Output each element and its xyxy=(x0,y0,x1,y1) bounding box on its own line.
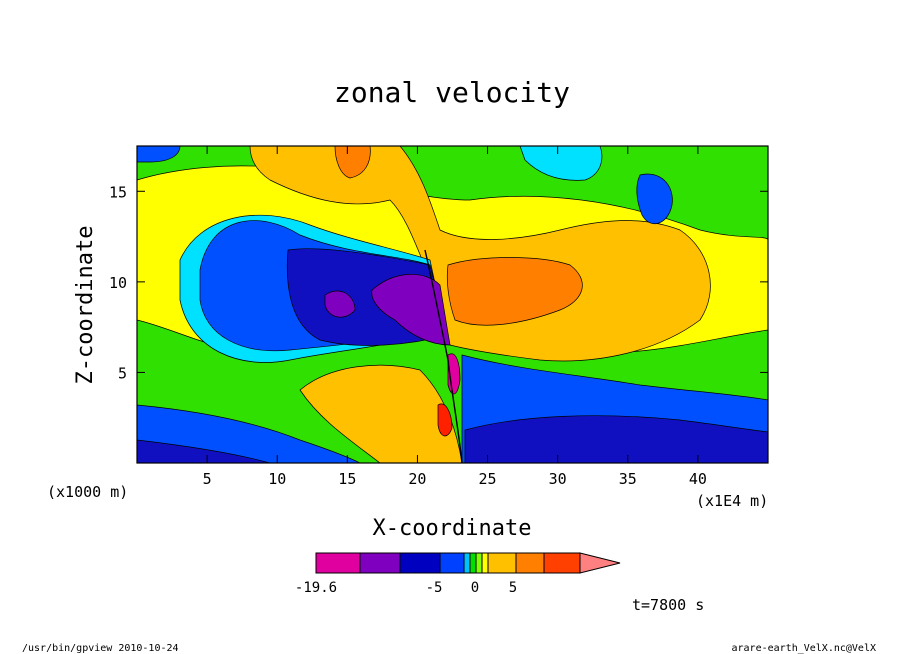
footer-right: arare-earth_VelX.nc@VelX xyxy=(732,643,877,654)
y-axis-ticks: 5 10 15 xyxy=(109,183,768,382)
x-tick-label: 30 xyxy=(549,470,567,488)
colorbar-tick-labels: -19.6 -5 0 5 xyxy=(295,580,517,596)
colorbar-tick-label: -19.6 xyxy=(295,580,337,596)
y-tick-label: 5 xyxy=(118,364,127,382)
chart-title: zonal velocity xyxy=(334,76,570,109)
x-tick-label: 35 xyxy=(619,470,637,488)
colorbar-segment xyxy=(315,552,361,574)
footer-left: /usr/bin/gpview 2010-10-24 xyxy=(22,643,179,654)
colorbar-segment xyxy=(359,552,401,574)
colorbar-segment xyxy=(515,552,545,574)
x-axis-label: X-coordinate xyxy=(373,516,532,541)
x-tick-label: 20 xyxy=(408,470,426,488)
colorbar xyxy=(315,552,621,574)
colorbar-arrow xyxy=(579,552,621,574)
colorbar-segment xyxy=(399,552,441,574)
colorbar-segment xyxy=(463,552,471,574)
x-tick-label: 25 xyxy=(479,470,497,488)
field-purple-small xyxy=(324,290,356,318)
plot-frame xyxy=(136,145,769,464)
field-front-line xyxy=(424,249,463,463)
field-upper-right-blue xyxy=(636,173,673,225)
colorbar-segment xyxy=(543,552,581,574)
colorbar-segment xyxy=(475,552,483,574)
x-tick-label: 10 xyxy=(268,470,286,488)
field-bottom-jet-darkblue xyxy=(464,415,768,463)
x-tick-label: 15 xyxy=(338,470,356,488)
x-axis-ticks: 5 10 15 20 25 30 35 40 xyxy=(203,146,707,488)
colorbar-segment xyxy=(439,552,465,574)
field-purple-core xyxy=(371,274,451,346)
x-unit-right: (x1E4 m) xyxy=(696,492,768,510)
field-upper-center-orange xyxy=(334,146,371,179)
x-tick-label: 40 xyxy=(689,470,707,488)
field-darkorange-core xyxy=(446,257,583,326)
field-orange-upper xyxy=(249,146,711,362)
colorbar-segment xyxy=(469,552,477,574)
y-axis-label: Z-coordinate xyxy=(73,226,98,385)
colorbar-tick-label: 5 xyxy=(509,580,517,596)
field-front-red xyxy=(437,403,453,437)
x-tick-label: 5 xyxy=(203,470,212,488)
colorbar-segment xyxy=(487,552,517,574)
time-annotation: t=7800 s xyxy=(632,596,704,614)
colorbar-segment xyxy=(481,552,489,574)
x-unit-left: (x1000 m) xyxy=(47,483,128,501)
plot-area xyxy=(137,146,768,463)
y-tick-label: 15 xyxy=(109,183,127,201)
colorbar-tick-label: -5 xyxy=(426,580,443,596)
y-tick-label: 10 xyxy=(109,274,127,292)
colorbar-tick-label: 0 xyxy=(471,580,479,596)
field-upper-right-cyan xyxy=(519,146,603,181)
